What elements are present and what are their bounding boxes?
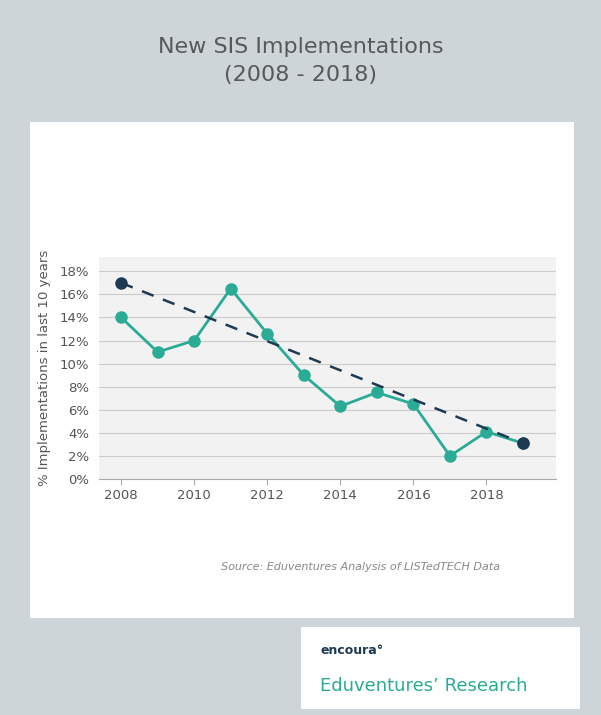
Text: encoura°: encoura° xyxy=(320,644,383,656)
Text: Source: Eduventures Analysis of LISTedTECH Data: Source: Eduventures Analysis of LISTedTE… xyxy=(221,562,500,572)
Y-axis label: % Implementations in last 10 years: % Implementations in last 10 years xyxy=(38,250,52,486)
Legend: Rate of Implementations: Rate of Implementations xyxy=(184,445,420,472)
Text: New SIS Implementations
(2008 - 2018): New SIS Implementations (2008 - 2018) xyxy=(157,36,444,85)
Text: Eduventures’ Research: Eduventures’ Research xyxy=(320,677,528,695)
